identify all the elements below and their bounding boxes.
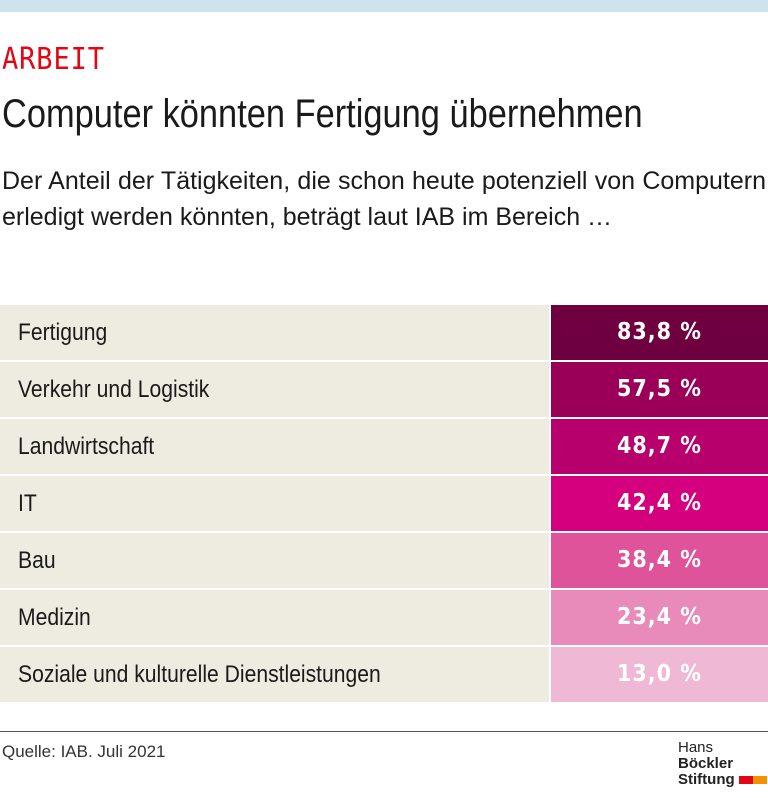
subtitle: Der Anteil der Tätigkeiten, die schon he… [2,167,766,231]
data-table: Fertigung 83,8 % Verkehr und Logistik 57,5 … [0,305,768,704]
row-value: 57,5 % [551,362,768,417]
page-title: Computer könnten Fertigung übernehmen [2,92,643,136]
divider [0,731,768,732]
table-row: Verkehr und Logistik 57,5 % [0,362,768,417]
table-row: Bau 38,4 % [0,533,768,588]
row-value: 23,4 % [551,590,768,645]
kicker: ARBEIT [2,42,105,77]
row-value: 13,0 % [551,647,768,702]
row-label: IT [0,476,549,531]
row-value: 42,4 % [551,476,768,531]
row-label: Soziale und kulturelle Dienstleistungen [0,647,549,702]
row-label: Medizin [0,590,549,645]
source-note: Quelle: IAB. Juli 2021 [2,742,166,761]
row-label: Fertigung [0,305,549,360]
table-row: Medizin 23,4 % [0,590,768,645]
top-bar [0,0,768,12]
row-label: Verkehr und Logistik [0,362,549,417]
logo: Hans Böckler Stiftung [678,740,768,788]
table-row: Soziale und kulturelle Dienstleistungen 1… [0,647,768,702]
table-row: IT 42,4 % [0,476,768,531]
table-row: Landwirtschaft 48,7 % [0,419,768,474]
row-value: 83,8 % [551,305,768,360]
table-row: Fertigung 83,8 % [0,305,768,360]
row-value: 48,7 % [551,419,768,474]
row-value: 38,4 % [551,533,768,588]
row-label: Bau [0,533,549,588]
row-label: Landwirtschaft [0,419,549,474]
